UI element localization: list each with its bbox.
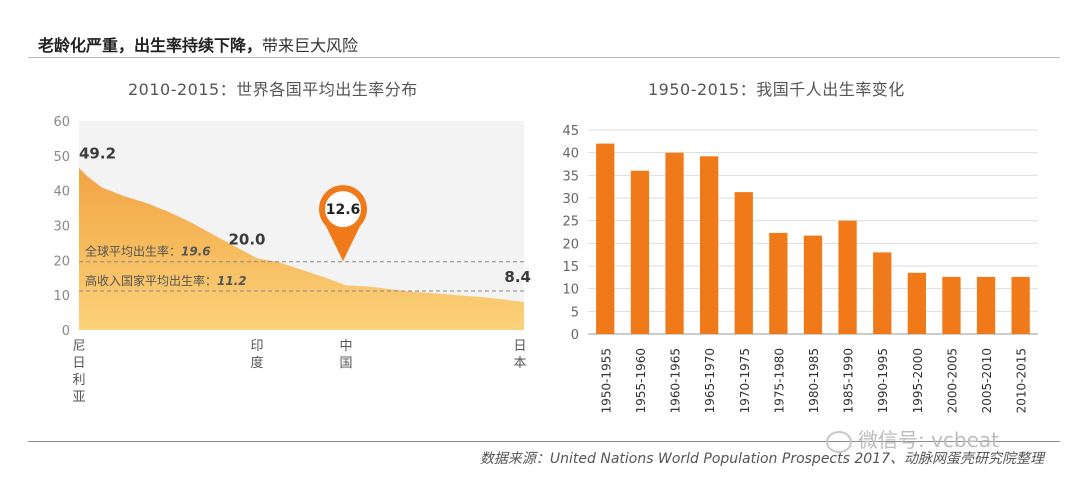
left-y-tick-label: 50	[53, 150, 70, 165]
marker-pin-inner	[325, 191, 361, 228]
category-char: 亚	[72, 390, 85, 405]
category-char: 印	[250, 339, 263, 354]
bar	[838, 220, 857, 334]
right-x-tick-label: 2010-2015	[1015, 348, 1029, 413]
right-x-tick-label: 1975-1980	[772, 348, 786, 413]
bar	[769, 232, 788, 334]
reference-line-value: 11.2	[217, 274, 247, 288]
left-y-tick-label: 40	[53, 185, 70, 200]
bar	[942, 276, 961, 334]
left-y-tick-label: 0	[62, 324, 70, 339]
bar	[907, 272, 926, 334]
reference-line-value: 19.6	[181, 245, 211, 259]
left-y-tick-label: 10	[53, 289, 70, 304]
bar	[665, 152, 684, 334]
point-label: 49.2	[79, 145, 116, 163]
category-char: 中	[339, 339, 352, 354]
right-chart-title: 1950-2015：我国千人出生率变化	[648, 80, 905, 99]
marker-pin-tip	[326, 226, 360, 262]
bar	[873, 252, 892, 334]
bar	[1011, 276, 1030, 334]
right-y-tick-label: 10	[562, 283, 579, 298]
wechat-icon	[826, 430, 852, 453]
category-char: 度	[250, 355, 263, 371]
category-char: 国	[339, 356, 352, 371]
bar	[976, 276, 996, 334]
right-y-tick-label: 5	[571, 305, 579, 320]
right-y-tick-label: 40	[562, 147, 579, 162]
right-x-tick-label: 2005-2010	[980, 348, 994, 413]
right-y-tick-label: 45	[562, 124, 579, 139]
bar	[803, 235, 823, 334]
left-chart-title: 2010-2015：世界各国平均出生率分布	[128, 80, 418, 99]
headline: 老龄化严重，出生率持续下降，带来巨大风险	[38, 32, 358, 56]
left-y-tick-label: 20	[53, 254, 70, 269]
right-x-tick-label: 1955-1960	[634, 348, 648, 413]
source-note: 数据来源：United Nations World Population Pro…	[479, 451, 1044, 467]
category-char: 本	[513, 356, 526, 371]
bottom-divider	[28, 441, 1060, 442]
headline-bold: 老龄化严重，出生率持续下降，	[38, 36, 263, 55]
right-x-tick-label: 1990-1995	[876, 348, 890, 413]
right-y-tick-label: 20	[562, 237, 579, 252]
right-x-tick-label: 2000-2005	[945, 348, 959, 413]
right-y-tick-label: 30	[562, 192, 579, 207]
category-char: 尼	[72, 339, 85, 354]
bar	[630, 170, 650, 334]
watermark-text: 微信号: vcbeat	[858, 428, 1000, 452]
right-x-tick-label: 1995-2000	[911, 348, 925, 413]
right-x-tick-label: 1980-1985	[807, 348, 821, 413]
bar	[734, 192, 753, 334]
birth-rate-area	[79, 168, 524, 330]
reference-line-label: 高收入国家平均出生率：11.2	[85, 273, 247, 288]
right-x-tick-label: 1960-1965	[669, 348, 683, 413]
right-x-tick-label: 1970-1975	[738, 348, 752, 413]
right-x-tick-label: 1950-1955	[599, 348, 613, 413]
left-x-category-label: 印度	[250, 339, 263, 371]
right-y-tick-label: 35	[562, 169, 579, 184]
marker-label: 12.6	[326, 202, 361, 218]
right-y-tick-label: 15	[562, 260, 579, 275]
point-label: 8.4	[504, 268, 531, 286]
bar	[596, 143, 615, 334]
category-char: 利	[72, 373, 85, 388]
category-char: 日	[72, 356, 85, 371]
category-char: 日	[513, 339, 526, 354]
top-divider	[28, 57, 1060, 58]
right-x-tick-label: 1985-1990	[842, 348, 856, 413]
headline-rest: 带来巨大风险	[262, 36, 359, 55]
right-y-tick-label: 25	[562, 215, 579, 230]
watermark: 微信号: vcbeat	[826, 424, 999, 453]
left-x-category-label: 尼日利亚	[72, 339, 85, 405]
point-label: 20.0	[228, 231, 265, 249]
left-x-category-label: 日本	[513, 339, 526, 371]
right-x-tick-label: 1965-1970	[703, 348, 717, 413]
left-y-tick-label: 30	[53, 220, 70, 235]
left-x-category-label: 中国	[339, 339, 352, 371]
left-y-tick-label: 60	[53, 115, 70, 130]
reference-line-label: 全球平均出生率：19.6	[85, 244, 211, 259]
right-y-tick-label: 0	[571, 328, 579, 343]
bar	[700, 156, 719, 334]
